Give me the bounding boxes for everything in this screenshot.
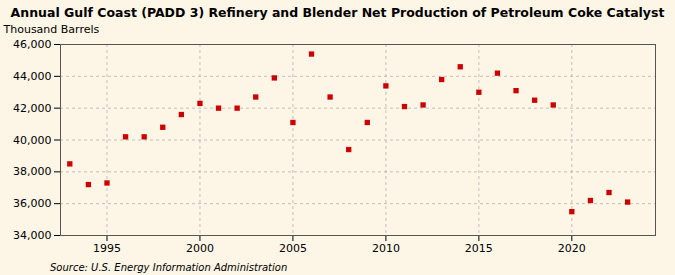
- svg-text:2015: 2015: [465, 242, 493, 255]
- svg-text:38,000: 38,000: [13, 165, 52, 178]
- svg-text:2010: 2010: [372, 242, 400, 255]
- svg-text:2005: 2005: [279, 242, 307, 255]
- html-text:Annual Gulf Coast (PADD 3) Ref: Annual Gulf Coast (PADD 3) Refinery and …: [10, 5, 665, 20]
- svg-text:44,000: 44,000: [13, 70, 52, 83]
- svg-text:36,000: 36,000: [13, 197, 52, 210]
- svg-text:1995: 1995: [93, 242, 121, 255]
- svg-text:46,000: 46,000: [13, 38, 52, 51]
- svg-text:Thousand Barrels: Thousand Barrels: [3, 23, 100, 36]
- svg-text:40,000: 40,000: [13, 134, 52, 147]
- svg-text:2000: 2000: [186, 242, 214, 255]
- svg-text:34,000: 34,000: [13, 229, 52, 242]
- svg-text:2020: 2020: [558, 242, 586, 255]
- html-text:Source: U.S. Energy Informatio: Source: U.S. Energy Information Administ…: [50, 262, 288, 273]
- svg-text:42,000: 42,000: [13, 102, 52, 115]
